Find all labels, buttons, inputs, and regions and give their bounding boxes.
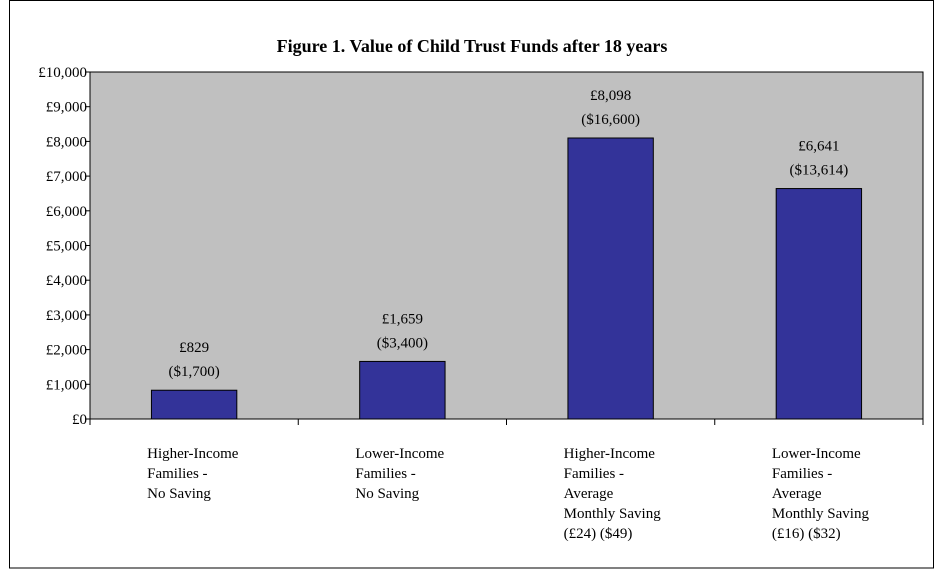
bar — [150, 389, 238, 420]
y-tick-label: £3,000 — [46, 308, 87, 324]
x-category-label: Lower-Income Families - No Saving — [355, 446, 444, 502]
bar-data-label-line: £8,098 — [590, 88, 631, 104]
bar-data-label-line: ($16,600) — [581, 112, 640, 128]
y-tick-label: £1,000 — [46, 377, 87, 393]
chart-title: Figure 1. Value of Child Trust Funds aft… — [277, 36, 668, 56]
bar-data-label: £8,098 ($16,600) — [581, 88, 640, 128]
x-category-label-line: Higher-Income — [564, 446, 656, 462]
x-category-label-line: Monthly Saving — [772, 506, 870, 522]
x-category-label-line: (£16) ($32) — [772, 526, 841, 542]
bar-data-label: £829 ($1,700) — [169, 340, 220, 380]
x-category-label-line: Lower-Income — [772, 446, 861, 462]
y-tick-label: £5,000 — [46, 239, 87, 255]
y-tick-label: £0 — [72, 412, 87, 428]
x-category-label: Higher-Income Families - Average Monthly Sa… — [564, 446, 662, 542]
bar-series: £829 ($1,700) £1,659 ($3,400) £8,098 ($16,600… — [150, 88, 863, 420]
bar-data-label: £6,641 ($13,614) — [790, 139, 849, 179]
bar — [775, 188, 863, 420]
x-category-label-line: Families - — [147, 466, 207, 482]
x-category-label: Lower-Income Families - Average Monthly Sav… — [772, 446, 870, 542]
x-category-label-line: Average — [772, 486, 822, 502]
bar-data-label-line: £6,641 — [798, 139, 839, 155]
bar — [567, 137, 654, 420]
x-category-label-line: Families - — [355, 466, 415, 482]
bar-data-label-line: £829 — [179, 340, 209, 356]
y-tick-label: £10,000 — [38, 65, 87, 81]
bar — [359, 360, 446, 420]
x-category-label-line: Families - — [564, 466, 624, 482]
y-axis: £0 £1,000 £2,000 £3,000 £4,000 £5,000 £6,000 £7… — [38, 65, 91, 428]
x-category-label-line: (£24) ($49) — [564, 526, 633, 542]
y-tick-label: £4,000 — [46, 273, 87, 289]
x-axis: Higher-Income Families -No SavingLower-In… — [89, 418, 924, 542]
y-tick-label: £8,000 — [46, 134, 87, 150]
bar-data-label-line: £1,659 — [382, 311, 423, 327]
x-category-label-line: Families - — [772, 466, 832, 482]
bar-data-label-line: ($3,400) — [377, 335, 428, 351]
y-tick-label: £9,000 — [46, 100, 87, 116]
bar-data-label-line: ($1,700) — [169, 364, 220, 380]
x-category-label-line: Average — [564, 486, 614, 502]
x-category-label-line: Monthly Saving — [564, 506, 662, 522]
x-category-label: Higher-Income Families - No Saving — [147, 446, 239, 502]
bar-data-label: £1,659 ($3,400) — [377, 311, 428, 351]
y-tick-label: £7,000 — [46, 169, 87, 185]
x-category-label-line: Lower-Income — [355, 446, 444, 462]
y-tick-label: £2,000 — [46, 343, 87, 359]
x-category-label-line: Higher-Income — [147, 446, 239, 462]
bar-data-label-line: ($13,614) — [790, 163, 849, 179]
x-category-label-line: No Saving — [147, 486, 211, 502]
y-tick-label: £6,000 — [46, 204, 87, 220]
x-category-label-line: No Saving — [355, 486, 419, 502]
